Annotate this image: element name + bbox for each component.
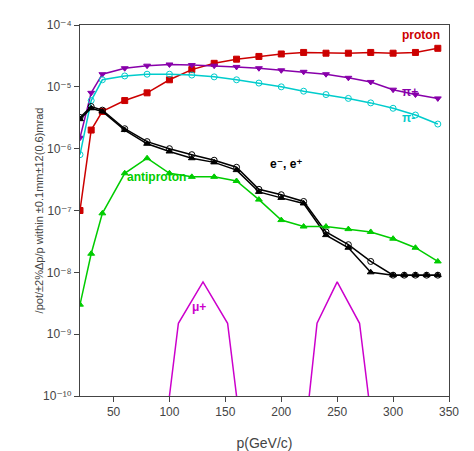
svg-text:350: 350 (439, 405, 459, 419)
svg-text:10⁻⁸: 10⁻⁸ (47, 266, 72, 280)
svg-text:μ+: μ+ (192, 300, 206, 314)
svg-text:150: 150 (215, 405, 235, 419)
svg-text:p(GeV/c): p(GeV/c) (236, 435, 292, 451)
svg-text:π+: π+ (402, 85, 418, 99)
svg-text:10⁻¹⁰: 10⁻¹⁰ (43, 389, 72, 403)
svg-text:100: 100 (159, 405, 179, 419)
svg-text:10⁻⁶: 10⁻⁶ (47, 142, 72, 156)
svg-text:10⁻⁴: 10⁻⁴ (47, 18, 72, 32)
svg-text:/pot/±2%Δp/p within ±0.1mm±12(: /pot/±2%Δp/p within ±0.1mm±12(0.6)mrad (33, 108, 45, 314)
svg-text:e⁻, e⁺: e⁻, e⁺ (270, 157, 303, 171)
svg-text:50: 50 (107, 405, 121, 419)
svg-text:10⁻⁹: 10⁻⁹ (47, 327, 72, 341)
svg-text:10⁻⁷: 10⁻⁷ (48, 204, 72, 218)
svg-text:proton: proton (402, 28, 440, 42)
svg-text:π-: π- (402, 111, 415, 125)
svg-text:10⁻⁵: 10⁻⁵ (47, 80, 72, 94)
svg-text:200: 200 (271, 405, 291, 419)
svg-text:300: 300 (383, 405, 403, 419)
svg-text:antiproton: antiproton (127, 170, 186, 184)
svg-text:250: 250 (327, 405, 347, 419)
